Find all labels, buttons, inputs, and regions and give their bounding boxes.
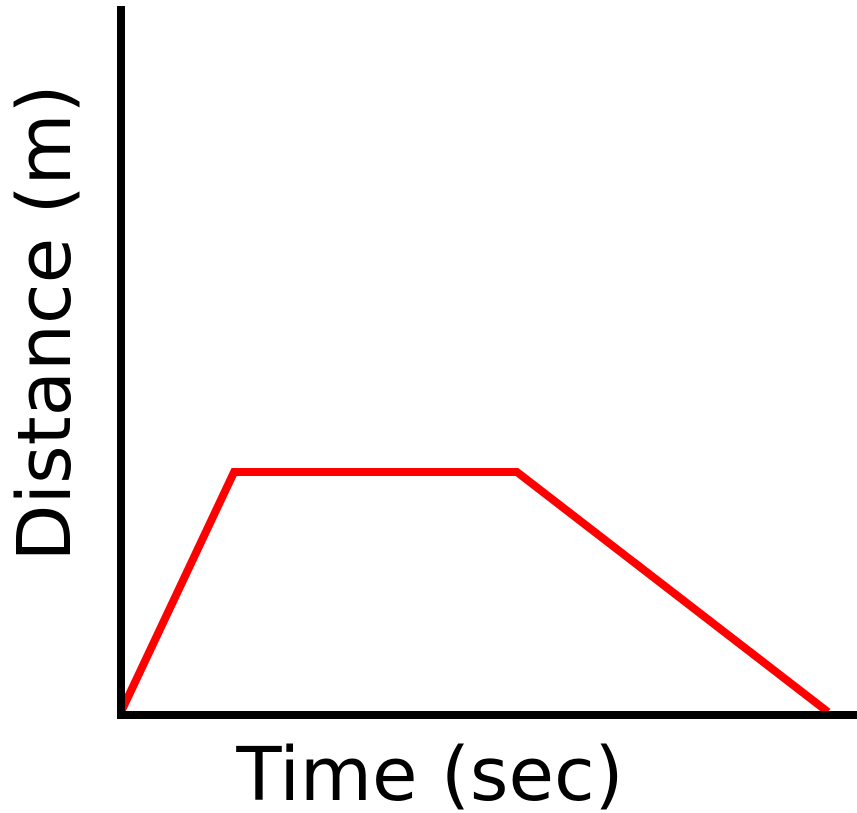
y-axis-label: Distance (m) <box>2 85 88 562</box>
series-points <box>120 471 829 713</box>
series-line <box>117 468 831 716</box>
plot-area <box>117 468 831 716</box>
x-axis-label: Time (sec) <box>235 732 623 813</box>
